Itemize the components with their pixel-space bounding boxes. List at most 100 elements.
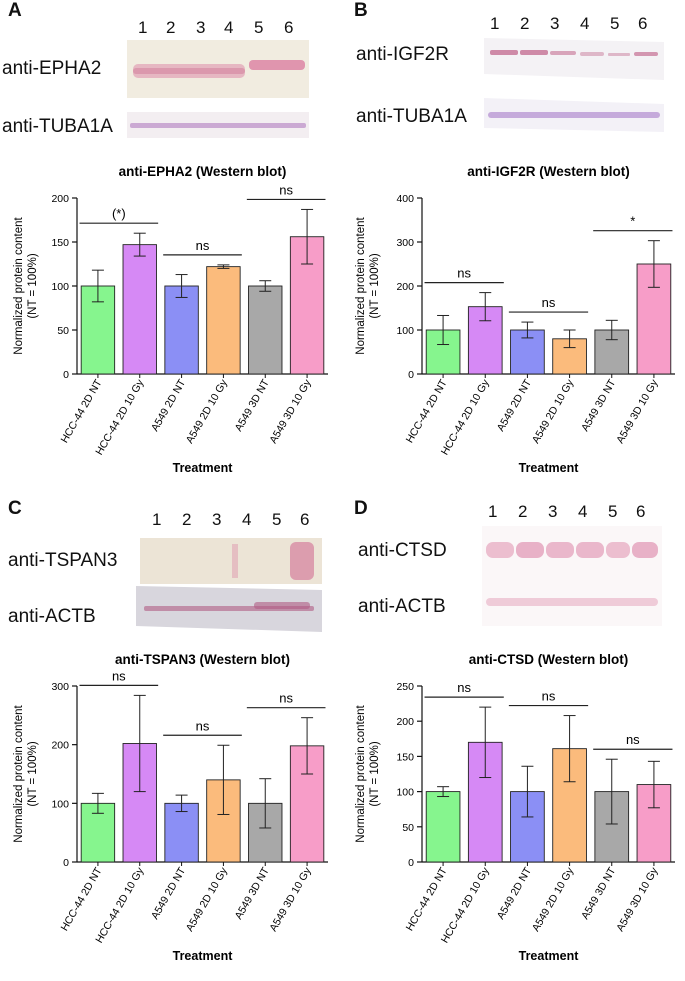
significance-label: ns <box>196 718 210 733</box>
membrane-top <box>482 526 662 626</box>
significance-label: ns <box>626 732 640 747</box>
lane-number: 2 <box>520 14 530 33</box>
significance-label: (*) <box>112 206 126 221</box>
lane-number: 4 <box>580 14 590 33</box>
category-label: A549 3D NT <box>233 377 273 434</box>
y-tick-label: 100 <box>51 281 69 293</box>
panel-label: C <box>8 498 22 519</box>
antibody-label: anti-ACTB <box>8 606 96 627</box>
y-tick-label: 150 <box>51 237 69 249</box>
bar-chart: anti-IGF2R (Western blot) 0 100 200 300 400 No… <box>342 160 684 493</box>
membrane-bottom <box>484 98 664 132</box>
lane-number: 3 <box>550 14 560 33</box>
category-label: A549 3D NT <box>579 865 619 922</box>
y-axis-label-line: (NT = 100%) <box>369 253 381 318</box>
lane-number: 3 <box>548 502 558 521</box>
lane-number: 5 <box>610 14 620 33</box>
category-label: A549 2D NT <box>495 377 535 434</box>
lane-number: 4 <box>578 502 588 521</box>
bar <box>248 285 283 375</box>
significance-label: ns <box>542 689 556 704</box>
panel-label: B <box>354 0 368 21</box>
category-label: A549 2D NT <box>149 865 189 922</box>
chart-title: anti-CTSD (Western blot) <box>469 652 629 667</box>
membrane-bottom <box>136 586 322 632</box>
panel-label: A <box>8 0 22 21</box>
category-label: A549 3D 10 Gy <box>614 377 661 446</box>
lane-number: 6 <box>636 502 646 521</box>
significance-label: ns <box>279 691 293 706</box>
y-axis-label-line: Normalized protein content <box>13 216 25 354</box>
antibody-label: anti-EPHA2 <box>2 58 102 79</box>
y-tick-label: 400 <box>396 193 414 205</box>
lane-number: 6 <box>284 18 294 37</box>
x-axis-label: Treatment <box>173 461 234 475</box>
significance-label: ns <box>112 668 126 683</box>
bar <box>164 285 199 375</box>
membrane-bottom <box>127 112 309 138</box>
y-axis-label-line: (NT = 100%) <box>369 741 381 806</box>
lane-number: 2 <box>166 18 176 37</box>
antibody-label: anti-IGF2R <box>356 44 449 65</box>
lane-number: 5 <box>608 502 618 521</box>
bar-chart: anti-CTSD (Western blot) 0 50 100 150 200 250 N… <box>342 648 684 981</box>
y-tick-label: 250 <box>396 681 414 693</box>
category-label: A549 3D 10 Gy <box>267 865 314 934</box>
y-axis-label-line: (NT = 100%) <box>27 253 39 318</box>
y-axis-label: Normalized protein content (NT = 100%) <box>13 216 39 354</box>
significance-label: ns <box>279 182 293 197</box>
category-label: HCC-44 2D 10 Gy <box>439 377 492 457</box>
lane-number: 1 <box>488 502 498 521</box>
lane-number: 4 <box>242 510 252 529</box>
y-tick-label: 0 <box>63 857 69 869</box>
chart-title: anti-EPHA2 (Western blot) <box>119 164 287 179</box>
panel-a: A 1 2 3 4 5 6 anti-EPHA2 anti-TUBA1A ant… <box>0 0 342 488</box>
antibody-label: anti-ACTB <box>358 596 446 617</box>
y-tick-label: 200 <box>396 281 414 293</box>
significance-label: ns <box>542 295 556 310</box>
x-axis-label: Treatment <box>519 461 580 475</box>
x-axis-label: Treatment <box>519 949 580 963</box>
category-label: A549 2D NT <box>495 865 535 922</box>
y-axis-label: Normalized protein content (NT = 100%) <box>355 216 381 354</box>
antibody-label: anti-CTSD <box>358 540 447 561</box>
y-tick-label: 200 <box>396 716 414 728</box>
y-tick-label: 100 <box>51 798 69 810</box>
y-tick-label: 0 <box>408 857 414 869</box>
panel-b: B 1 2 3 4 5 6 anti-IGF2R anti-TUBA1A ant… <box>342 0 684 488</box>
y-tick-label: 50 <box>57 325 69 337</box>
significance-label: ns <box>457 266 471 281</box>
panel-c: C 1 2 3 4 5 6 anti-TSPAN3 anti-ACTB anti… <box>0 488 342 976</box>
panel-d: D 1 2 3 4 5 6 anti-CTSD anti-ACTB anti-C… <box>342 488 684 976</box>
lane-number: 4 <box>224 18 234 37</box>
category-label: A549 3D NT <box>233 865 273 922</box>
antibody-label: anti-TUBA1A <box>356 106 467 127</box>
lane-number: 6 <box>300 510 310 529</box>
lane-number: 1 <box>138 18 148 37</box>
category-label: A549 3D NT <box>579 377 619 434</box>
y-tick-label: 200 <box>51 193 69 205</box>
lane-number: 5 <box>272 510 282 529</box>
antibody-label: anti-TSPAN3 <box>8 550 118 571</box>
category-label: HCC-44 2D NT <box>404 377 450 445</box>
bar-chart: anti-EPHA2 (Western blot) 0 50 100 150 200 Nor… <box>0 160 342 493</box>
significance-label: ns <box>196 238 210 253</box>
bar-chart: anti-TSPAN3 (Western blot) 0 100 200 300 Norm… <box>0 648 342 981</box>
lane-number: 3 <box>212 510 222 529</box>
y-tick-label: 150 <box>396 751 414 763</box>
category-label: HCC-44 2D NT <box>404 865 450 933</box>
lane-number: 1 <box>490 14 500 33</box>
y-axis-label-line: Normalized protein content <box>13 704 25 842</box>
bar <box>510 791 545 863</box>
category-label: HCC-44 2D 10 Gy <box>439 865 492 945</box>
lane-number: 1 <box>152 510 162 529</box>
y-tick-label: 300 <box>396 237 414 249</box>
bar <box>164 802 199 863</box>
category-label: A549 2D NT <box>149 377 189 434</box>
category-label: HCC-44 2D NT <box>59 377 105 445</box>
chart-title: anti-IGF2R (Western blot) <box>467 164 630 179</box>
y-axis-label: Normalized protein content (NT = 100%) <box>13 704 39 842</box>
bar <box>425 791 461 863</box>
chart-title: anti-TSPAN3 (Western blot) <box>115 652 290 667</box>
x-axis-label: Treatment <box>173 949 234 963</box>
